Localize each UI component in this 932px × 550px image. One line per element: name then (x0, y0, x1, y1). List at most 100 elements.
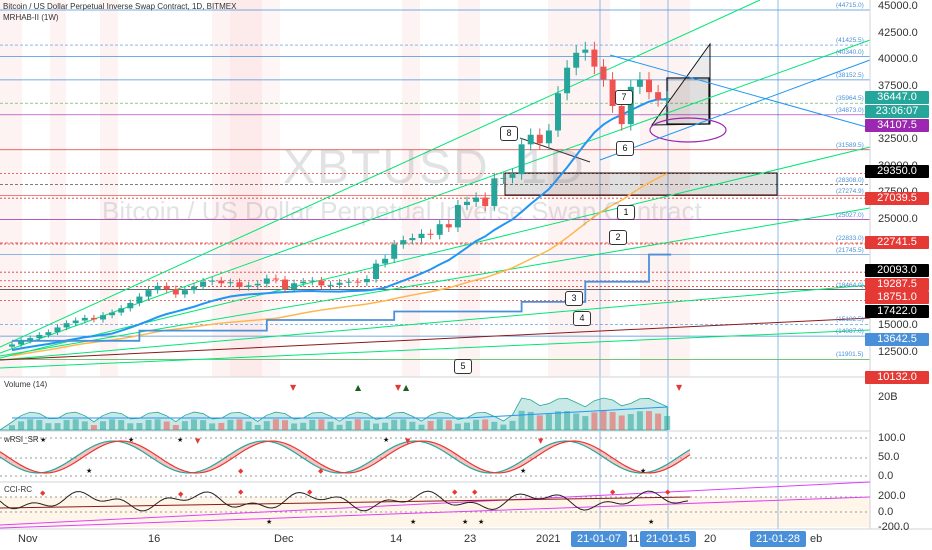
candle-body (445, 224, 452, 228)
candle-body (154, 285, 161, 291)
candle-body (282, 279, 288, 290)
candle-body (600, 66, 607, 80)
trendline-darkred (0, 317, 871, 361)
candle-body (646, 79, 652, 93)
volume-bar (363, 420, 370, 430)
date-label: eb (810, 533, 823, 545)
candle-body (382, 258, 389, 264)
price-axis-tick: 15000.0 (878, 319, 918, 332)
trendline-blue-up (599, 59, 871, 161)
volume-bar (427, 420, 434, 430)
cci-axis-tick: 200.0 (878, 490, 906, 502)
volume-bar (627, 414, 634, 430)
moving-average-orange (11, 172, 668, 357)
candle-body (245, 285, 252, 287)
candle-body (100, 315, 106, 320)
volume-bar (45, 423, 52, 430)
cci-signal-marker: ◆ (665, 488, 671, 496)
candle-body (373, 263, 379, 280)
wrsi-cloud (0, 441, 690, 473)
candle-body (27, 338, 34, 341)
volume-bar (646, 411, 652, 430)
wrsi-signal-marker: ★ (86, 467, 92, 475)
candle-body (263, 278, 270, 284)
candle-body (163, 285, 170, 290)
consolidation-box (666, 77, 710, 125)
cci-markers: ◆ ◆ ◆ ◆ ◆ ◆ ◆ ◆ ★ ★ ★ ★ ★ (40, 488, 671, 526)
elliott-wave-label: 5 (454, 359, 472, 374)
elliott-wave-label: 8 (500, 126, 518, 141)
wrsi-signal-marker: ★ (383, 436, 389, 444)
candle-body (9, 344, 15, 347)
volume-axis-tick: 20B (878, 391, 898, 403)
volume-bar (245, 421, 252, 430)
candle-body (18, 340, 25, 345)
date-label: Dec (274, 533, 294, 545)
volume-bar (136, 423, 143, 430)
candle-body (391, 244, 398, 259)
red-band (230, 0, 280, 377)
price-axis-tick: 37500.0 (878, 79, 918, 92)
volume-bar (564, 411, 571, 430)
price-level-label: (21745.5) (836, 246, 864, 254)
price-axis-tick: 42500.0 (878, 26, 918, 39)
price-axis-tick: 32500.0 (878, 133, 918, 146)
volume-bar (309, 419, 316, 430)
volume-bar (336, 424, 343, 430)
elliott-wave-label: 7 (615, 90, 633, 105)
volume-bar (454, 423, 461, 430)
volume-bar (209, 423, 216, 430)
volume-bar (536, 415, 543, 430)
candle-body (127, 302, 134, 309)
price-tag: 22741.5 (865, 236, 929, 249)
elliott-wave-label: 4 (573, 311, 591, 326)
price-axis-tick: 45000.0 (878, 0, 918, 12)
volume-bar (263, 421, 270, 430)
price-tag: 29350.0 (865, 165, 929, 178)
volume-bars: ▼ ▲ ▼ ▲ ▼ (9, 383, 683, 430)
price-level-label: (22833.0) (836, 234, 864, 242)
trendline-green-5 (0, 284, 871, 361)
volume-signal-marker: ▲ (403, 383, 410, 392)
level-lines (0, 9, 870, 360)
candle-body (627, 86, 634, 125)
indicator-title: MRHAB-II (1W) (3, 13, 59, 22)
volume-bar (90, 425, 97, 430)
candle-body (500, 177, 507, 179)
candle-body (272, 278, 279, 280)
volume-bar (227, 419, 234, 430)
wrsi-pane-label: wRSI_SR (4, 435, 39, 444)
red-band (402, 0, 420, 377)
price-tag: 18751.0 (865, 291, 929, 304)
candle-body (436, 224, 443, 235)
triangle-pattern (651, 42, 711, 126)
candle-body (200, 281, 207, 287)
trendline-green-6 (0, 329, 871, 369)
volume-bar (518, 410, 525, 430)
trendline-green-4 (0, 207, 871, 357)
wrsi-axis-tick: 100.0 (878, 432, 906, 444)
wrsi-signal-marker: ▼ (195, 437, 201, 445)
candle-body (409, 238, 416, 241)
candle-body (336, 282, 343, 285)
cci-line (0, 490, 689, 512)
cci-signal-marker: ★ (410, 518, 416, 526)
volume-bar (354, 419, 361, 430)
volume-bar (145, 419, 152, 430)
volume-bar (154, 419, 161, 430)
trendline-blue-down (609, 54, 871, 129)
volume-bar (81, 421, 88, 430)
candle-body (536, 134, 543, 144)
volume-bar (18, 421, 25, 430)
volume-bar (345, 421, 352, 430)
candle-body (172, 289, 179, 295)
wrsi-signal-marker: ▼ (405, 437, 411, 445)
price-tag: 17422.0 (865, 305, 929, 318)
cci-signal-marker: ◆ (238, 488, 244, 496)
volume-bar (464, 422, 470, 430)
candle-body (454, 205, 461, 228)
price-level-label: (35964.5) (836, 95, 864, 103)
candle-body (227, 282, 234, 284)
cci-axis-tick: 0.0 (878, 506, 894, 518)
candle-body (63, 323, 70, 328)
